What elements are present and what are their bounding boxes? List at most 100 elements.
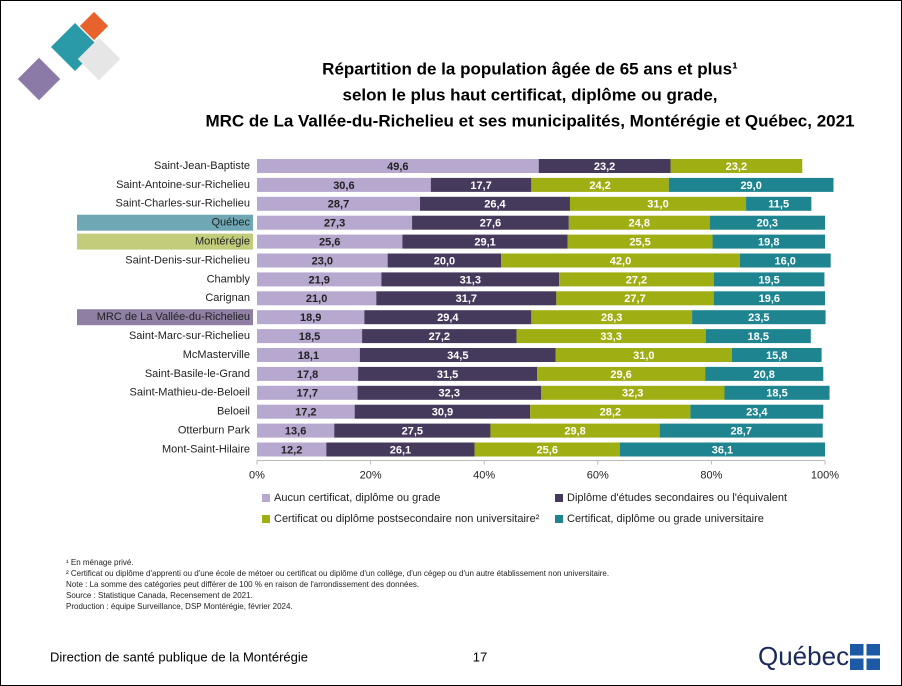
category-label: Saint-Denis-sur-Richelieu bbox=[125, 254, 250, 266]
value-label: 49,6 bbox=[387, 161, 408, 173]
value-label: 23,0 bbox=[312, 255, 333, 267]
legend-swatch bbox=[262, 515, 270, 523]
title-line: Répartition de la population âgée de 65 … bbox=[322, 59, 738, 78]
category-label: Saint-Mathieu-de-Beloeil bbox=[130, 387, 250, 399]
category-label: MRC de La Vallée-du-Richelieu bbox=[97, 311, 250, 323]
legend-swatch bbox=[555, 515, 563, 523]
value-label: 30,9 bbox=[432, 407, 453, 419]
value-label: 15,8 bbox=[766, 350, 787, 362]
value-label: 27,5 bbox=[402, 426, 423, 438]
value-label: 16,0 bbox=[775, 255, 796, 267]
category-label: Mont-Saint-Hilaire bbox=[162, 443, 250, 455]
value-label: 19,8 bbox=[758, 237, 779, 249]
category-label: Beloeil bbox=[217, 406, 250, 418]
legend-label: Certificat, diplôme ou grade universitai… bbox=[567, 513, 764, 525]
value-label: 11,5 bbox=[768, 199, 789, 211]
category-label: Montérégie bbox=[195, 236, 250, 248]
value-label: 31,0 bbox=[633, 350, 654, 362]
value-label: 18,9 bbox=[300, 312, 321, 324]
legend-label: Certificat ou diplôme postsecondaire non… bbox=[274, 513, 540, 525]
x-tick-label: 60% bbox=[587, 469, 609, 481]
value-label: 28,3 bbox=[601, 312, 622, 324]
value-label: 12,2 bbox=[281, 444, 302, 456]
footnote: ¹ En ménage privé. bbox=[66, 558, 134, 567]
value-label: 32,3 bbox=[622, 388, 643, 400]
logo-flag bbox=[850, 644, 880, 670]
footnote: Source : Statistique Canada, Recensement… bbox=[66, 591, 253, 600]
value-label: 34,5 bbox=[447, 350, 468, 362]
value-label: 26,4 bbox=[484, 199, 506, 211]
category-label: Carignan bbox=[205, 292, 250, 304]
value-label: 42,0 bbox=[610, 255, 631, 267]
x-tick-label: 100% bbox=[811, 469, 839, 481]
legend-label: Diplôme d'études secondaires ou l'équiva… bbox=[567, 492, 787, 504]
value-label: 19,5 bbox=[758, 274, 779, 286]
category-label: Saint-Antoine-sur-Richelieu bbox=[116, 179, 250, 191]
page-number: 17 bbox=[473, 649, 487, 664]
value-label: 29,0 bbox=[740, 180, 761, 192]
category-label: Saint-Basile-le-Grand bbox=[145, 368, 250, 380]
value-label: 21,0 bbox=[306, 293, 327, 305]
value-label: 25,6 bbox=[537, 444, 558, 456]
value-label: 20,8 bbox=[754, 369, 775, 381]
value-label: 29,8 bbox=[564, 426, 585, 438]
footnote: Note : La somme des catégories peut diff… bbox=[66, 580, 419, 589]
value-label: 23,4 bbox=[746, 407, 768, 419]
value-label: 24,8 bbox=[629, 218, 650, 230]
value-label: 13,6 bbox=[285, 426, 306, 438]
value-label: 29,1 bbox=[474, 237, 495, 249]
value-label: 29,6 bbox=[610, 369, 631, 381]
value-label: 18,5 bbox=[299, 331, 320, 343]
value-label: 17,7 bbox=[470, 180, 491, 192]
x-tick-label: 20% bbox=[360, 469, 382, 481]
x-tick-label: 40% bbox=[473, 469, 495, 481]
logo-text: Québec bbox=[758, 641, 849, 671]
value-label: 17,8 bbox=[297, 369, 318, 381]
category-label: Otterburn Park bbox=[178, 425, 251, 437]
value-label: 26,1 bbox=[390, 444, 411, 456]
value-label: 36,1 bbox=[712, 444, 733, 456]
value-label: 29,4 bbox=[437, 312, 459, 324]
category-label: Québec bbox=[211, 217, 250, 229]
value-label: 33,3 bbox=[600, 331, 621, 343]
value-label: 24,2 bbox=[589, 180, 610, 192]
value-label: 17,7 bbox=[297, 388, 318, 400]
x-tick-label: 0% bbox=[249, 469, 265, 481]
value-label: 27,7 bbox=[624, 293, 645, 305]
legend-swatch bbox=[555, 494, 563, 502]
value-label: 31,3 bbox=[460, 274, 481, 286]
title-line: selon le plus haut certificat, diplôme o… bbox=[342, 85, 717, 104]
value-label: 20,0 bbox=[434, 255, 455, 267]
value-label: 27,2 bbox=[429, 331, 450, 343]
x-tick-label: 80% bbox=[700, 469, 722, 481]
value-label: 23,2 bbox=[594, 161, 615, 173]
value-label: 17,2 bbox=[295, 407, 316, 419]
value-label: 28,2 bbox=[600, 407, 621, 419]
value-label: 18,5 bbox=[748, 331, 769, 343]
legend-swatch bbox=[262, 494, 270, 502]
value-label: 18,1 bbox=[298, 350, 319, 362]
category-label: Saint-Marc-sur-Richelieu bbox=[129, 330, 250, 342]
value-label: 27,6 bbox=[480, 218, 501, 230]
value-label: 23,5 bbox=[748, 312, 769, 324]
value-label: 31,5 bbox=[437, 369, 458, 381]
category-label: Saint-Charles-sur-Richelieu bbox=[116, 198, 251, 210]
title-line: MRC de La Vallée-du-Richelieu et ses mun… bbox=[205, 111, 854, 130]
value-label: 31,0 bbox=[647, 199, 668, 211]
value-label: 27,3 bbox=[324, 218, 345, 230]
value-label: 20,3 bbox=[757, 218, 778, 230]
footnote: ² Certificat ou diplôme d'apprenti ou d'… bbox=[66, 569, 609, 578]
slide: Répartition de la population âgée de 65 … bbox=[0, 0, 902, 686]
value-label: 27,2 bbox=[626, 274, 647, 286]
value-label: 21,9 bbox=[308, 274, 329, 286]
legend-label: Aucun certificat, diplôme ou grade bbox=[274, 492, 440, 504]
value-label: 19,6 bbox=[759, 293, 780, 305]
value-label: 30,6 bbox=[333, 180, 354, 192]
value-label: 28,7 bbox=[328, 199, 349, 211]
footer-organization: Direction de santé publique de la Montér… bbox=[50, 649, 308, 664]
value-label: 23,2 bbox=[726, 161, 747, 173]
value-label: 28,7 bbox=[731, 426, 752, 438]
category-label: Chambly bbox=[207, 273, 251, 285]
value-label: 32,3 bbox=[439, 388, 460, 400]
value-label: 25,5 bbox=[629, 237, 650, 249]
